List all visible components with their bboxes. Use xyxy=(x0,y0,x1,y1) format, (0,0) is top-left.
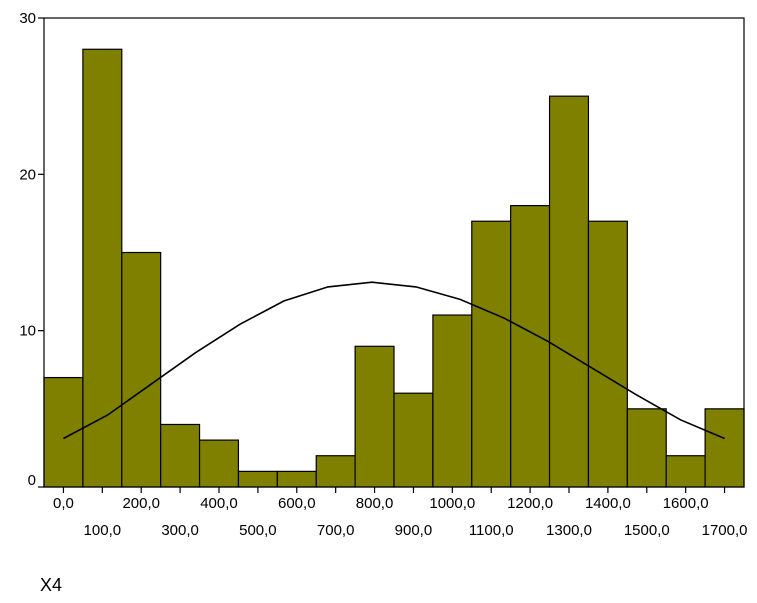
histogram-bar xyxy=(315,455,356,488)
histogram-bar xyxy=(354,345,395,488)
histogram-bar xyxy=(432,314,473,488)
histogram-bar xyxy=(198,439,240,488)
bars-layer xyxy=(43,48,745,488)
histogram-bar xyxy=(276,470,317,488)
x-tick-label: 800,0 xyxy=(356,495,394,512)
histogram-bar xyxy=(237,470,278,488)
x-tick-label: 1300,0 xyxy=(546,522,592,539)
x-tick-label: 0,0 xyxy=(53,495,74,512)
x-tick-label: 1000,0 xyxy=(429,495,475,512)
histogram-bar xyxy=(548,95,590,488)
x-axis: 0,0 200,0 400,0 600,0 800,0 1000,0 1200,0 1400,… xyxy=(53,487,748,539)
plot-area-frame xyxy=(43,17,745,488)
x-tick-label: 1500,0 xyxy=(624,522,670,539)
x-tick-label: 500,0 xyxy=(239,522,277,539)
x-tick-label: 600,0 xyxy=(278,495,316,512)
x-tick-label: 100,0 xyxy=(84,522,122,539)
histogram-bar xyxy=(393,392,434,488)
histogram-bar xyxy=(587,220,628,488)
histogram-bar xyxy=(510,205,551,488)
x-tick-label: 400,0 xyxy=(200,495,238,512)
x-tick-label: 1200,0 xyxy=(507,495,553,512)
x-tick-label: 700,0 xyxy=(317,522,355,539)
histogram-bar xyxy=(43,376,84,488)
normal-fit-curve xyxy=(63,281,725,440)
x-tick-label: 200,0 xyxy=(122,495,160,512)
histogram-bar xyxy=(82,48,123,488)
x-tick-label: 1400,0 xyxy=(585,495,631,512)
y-tick-label: 0 xyxy=(28,472,36,489)
y-axis: 0 10 20 30 xyxy=(19,10,44,489)
x-tick-label: 1100,0 xyxy=(469,522,514,539)
y-tick-label: 30 xyxy=(19,10,36,27)
y-tick-label: 10 xyxy=(19,323,36,340)
histogram-bar xyxy=(665,455,706,488)
y-tick-label: 20 xyxy=(19,166,36,183)
x-tick-label: 1600,0 xyxy=(663,495,709,512)
x-tick-label: 300,0 xyxy=(161,522,199,539)
histogram-bar xyxy=(121,251,162,488)
x-tick-label: 900,0 xyxy=(395,522,433,539)
x-axis-title: X4 xyxy=(40,575,63,595)
histogram-bar xyxy=(471,220,512,488)
histogram-bar xyxy=(626,408,667,488)
histogram-bar xyxy=(704,408,745,488)
histogram-bar xyxy=(160,423,201,488)
x-tick-label: 1700,0 xyxy=(702,522,748,539)
